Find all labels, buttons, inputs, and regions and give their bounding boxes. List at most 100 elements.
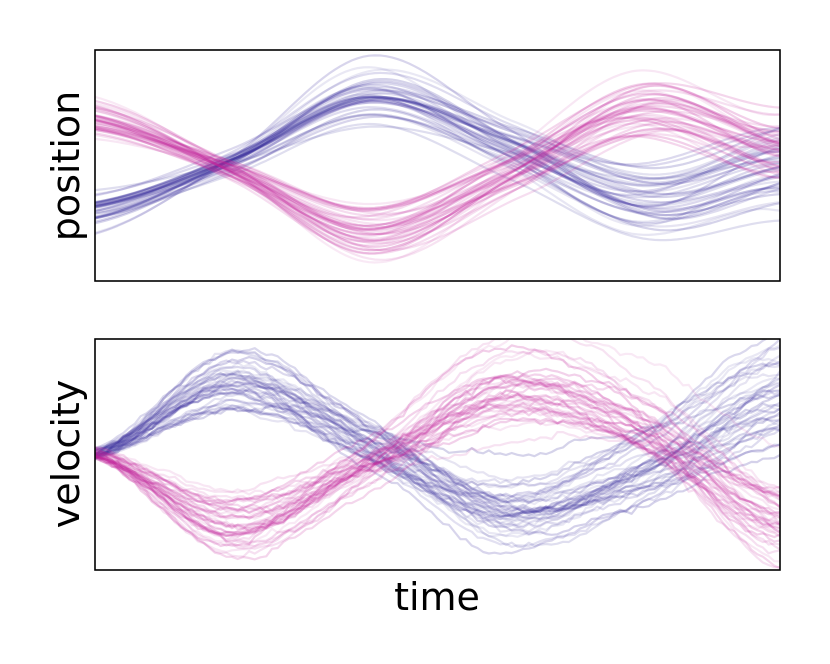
position-trace-blue: [95, 95, 780, 212]
velocity-trace-blue: [95, 380, 780, 513]
velocity-trace-magenta: [95, 408, 780, 520]
position-trace-blue: [95, 89, 780, 205]
velocity-trace-magenta: [95, 374, 780, 563]
position-trace-magenta: [95, 109, 780, 212]
velocity-trace-magenta: [95, 418, 780, 534]
velocity-trace-magenta: [95, 351, 780, 537]
velocity-trace-blue: [95, 372, 780, 525]
velocity-trace-blue: [95, 364, 780, 482]
position-trace-blue: [95, 96, 780, 215]
top-ylabel: position: [44, 91, 88, 242]
velocity-trace-magenta: [95, 420, 780, 497]
velocity-trace-blue: [95, 375, 780, 504]
velocity-trace-blue: [95, 389, 780, 487]
velocity-trace-blue: [95, 383, 780, 512]
bottom-xlabel: time: [394, 575, 480, 619]
position-trace-magenta: [95, 89, 780, 243]
velocity-trace-blue: [95, 362, 780, 499]
position-trace-magenta: [95, 110, 780, 217]
velocity-trace-blue: [95, 373, 780, 489]
velocity-trace-magenta: [95, 386, 780, 533]
velocity-trace-magenta: [95, 431, 780, 502]
position-trace-magenta: [95, 121, 780, 245]
position-trace-magenta: [95, 116, 780, 232]
velocity-trace-blue: [95, 372, 780, 548]
velocity-trace-magenta: [95, 402, 780, 551]
position-trace-blue: [95, 101, 780, 212]
position-trace-magenta: [95, 117, 780, 211]
position-trace-magenta: [95, 82, 780, 231]
position-trace-blue: [95, 66, 780, 234]
position-trace-blue: [95, 113, 780, 217]
velocity-trace-blue: [95, 339, 780, 498]
position-trace-blue: [95, 98, 780, 207]
position-trace-blue: [95, 54, 780, 235]
velocity-trace-blue: [95, 379, 780, 518]
velocity-trace-magenta: [95, 379, 780, 545]
position-trace-blue: [95, 95, 780, 208]
top-panel-frame: [94, 49, 781, 282]
velocity-trace-magenta: [95, 380, 780, 548]
top-traces: [95, 54, 780, 264]
velocity-trace-blue: [95, 387, 780, 505]
velocity-trace-magenta: [95, 397, 780, 515]
velocity-trace-blue: [95, 356, 780, 518]
position-trace-blue: [95, 113, 780, 228]
bottom-ylabel: velocity: [44, 380, 88, 529]
velocity-trace-blue: [95, 385, 780, 528]
velocity-trace-magenta: [95, 395, 780, 530]
position-trace-blue: [95, 96, 780, 204]
position-trace-magenta: [95, 116, 780, 222]
velocity-trace-blue: [95, 403, 780, 521]
position-trace-magenta: [95, 84, 780, 264]
velocity-trace-blue: [95, 387, 780, 536]
position-trace-magenta: [95, 96, 780, 243]
position-trace-magenta: [95, 102, 780, 233]
position-trace-blue: [95, 87, 780, 225]
velocity-trace-blue: [95, 369, 780, 538]
velocity-trace-magenta: [95, 349, 780, 543]
position-trace-magenta: [95, 84, 780, 248]
velocity-trace-magenta: [95, 405, 780, 525]
velocity-trace-magenta: [95, 393, 780, 538]
position-trace-magenta: [95, 69, 780, 238]
position-trace-magenta: [95, 82, 780, 211]
position-trace-blue: [95, 101, 780, 196]
position-trace-blue: [95, 95, 780, 204]
bottom-traces: [95, 339, 780, 570]
position-trace-blue: [95, 68, 780, 220]
velocity-trace-magenta: [95, 374, 780, 558]
position-trace-blue: [95, 83, 780, 220]
position-trace-blue: [95, 96, 780, 208]
velocity-trace-blue: [95, 406, 780, 519]
velocity-trace-blue: [95, 406, 780, 514]
velocity-trace-blue: [95, 404, 780, 521]
velocity-trace-blue: [95, 361, 780, 538]
position-trace-magenta: [95, 119, 780, 243]
velocity-trace-magenta: [95, 393, 780, 503]
position-trace-magenta: [95, 125, 780, 228]
velocity-trace-blue: [95, 349, 780, 549]
position-trace-magenta: [95, 99, 780, 210]
velocity-trace-blue: [95, 356, 780, 504]
position-trace-blue: [95, 92, 780, 221]
velocity-trace-blue: [95, 360, 780, 488]
velocity-trace-magenta: [95, 378, 780, 546]
position-trace-blue: [95, 96, 780, 209]
position-trace-blue: [95, 125, 780, 192]
position-trace-magenta: [95, 93, 780, 252]
bottom-panel-frame: [94, 338, 781, 571]
velocity-trace-magenta: [95, 339, 780, 520]
velocity-trace-magenta: [95, 376, 780, 504]
position-trace-magenta: [95, 118, 780, 252]
velocity-trace-magenta: [95, 406, 780, 520]
velocity-trace-magenta: [95, 400, 780, 510]
position-trace-magenta: [95, 102, 780, 242]
position-trace-blue: [95, 113, 780, 207]
position-trace-blue: [95, 115, 780, 207]
position-trace-magenta: [95, 113, 780, 252]
velocity-trace-blue: [95, 383, 780, 521]
velocity-trace-magenta: [95, 393, 780, 519]
position-trace-magenta: [95, 105, 780, 230]
